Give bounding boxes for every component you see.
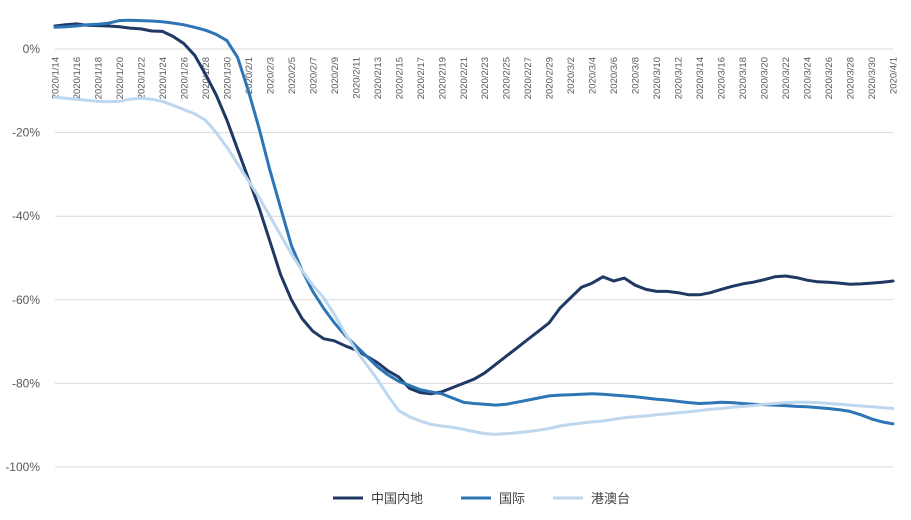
y-axis-ticks: 0% -20% -40% -60% -80% -100% <box>5 42 40 474</box>
y-tick-label: -100% <box>5 460 40 474</box>
x-tick-label: 2020/2/9 <box>330 57 341 94</box>
x-tick-label: 2020/3/12 <box>674 57 685 99</box>
x-tick-label: 2020/1/16 <box>72 57 83 99</box>
x-tick-label: 2020/1/30 <box>222 57 233 99</box>
x-tick-label: 2020/2/21 <box>459 57 470 99</box>
x-tick-label: 2020/1/26 <box>179 57 190 99</box>
y-tick-label: -80% <box>12 376 40 390</box>
x-tick-label: 2020/2/17 <box>416 57 427 99</box>
x-tick-label: 2020/3/20 <box>760 57 771 99</box>
legend: 中国内地 国际 港澳台 <box>333 491 630 507</box>
series-lines <box>53 18 895 436</box>
legend-label: 中国内地 <box>371 491 423 507</box>
x-axis-ticks: 2020/1/14 2020/1/16 2020/1/18 2020/1/20 2020… <box>51 57 900 99</box>
x-tick-label: 2020/1/14 <box>51 57 62 99</box>
x-tick-label: 2020/3/14 <box>695 57 706 99</box>
x-tick-label: 2020/2/25 <box>502 57 513 99</box>
x-tick-label: 2020/1/24 <box>158 57 169 99</box>
x-tick-label: 2020/2/1 <box>244 57 255 94</box>
x-tick-label: 2020/2/23 <box>480 57 491 99</box>
x-tick-label: 2020/3/22 <box>781 57 792 99</box>
legend-label: 国际 <box>499 492 525 507</box>
x-tick-label: 2020/2/29 <box>545 57 556 99</box>
x-tick-label: 2020/3/28 <box>846 57 857 99</box>
y-tick-label: -60% <box>12 293 40 307</box>
x-tick-label: 2020/2/15 <box>394 57 405 99</box>
legend-label: 港澳台 <box>591 491 630 507</box>
x-tick-label: 2020/3/24 <box>803 57 814 99</box>
x-tick-label: 2020/2/3 <box>265 57 276 94</box>
x-tick-label: 2020/3/4 <box>588 57 599 94</box>
x-tick-label: 2020/1/20 <box>115 57 126 99</box>
x-tick-label: 2020/2/5 <box>287 57 298 94</box>
x-tick-label: 2020/2/11 <box>351 57 362 99</box>
y-tick-label: -40% <box>12 209 40 223</box>
x-tick-label: 2020/3/8 <box>631 57 642 94</box>
x-tick-label: 2020/3/30 <box>867 57 878 99</box>
x-tick-label: 2020/3/2 <box>566 57 577 94</box>
x-tick-label: 2020/3/18 <box>738 57 749 99</box>
x-tick-label: 2020/1/22 <box>136 57 147 99</box>
y-tick-label: -20% <box>12 126 40 140</box>
x-tick-label: 2020/4/1 <box>889 57 900 94</box>
x-tick-label: 2020/3/6 <box>609 57 620 94</box>
y-tick-label: 0% <box>23 42 41 56</box>
x-tick-label: 2020/2/19 <box>437 57 448 99</box>
x-tick-label: 2020/3/16 <box>717 57 728 99</box>
x-tick-label: 2020/2/7 <box>308 57 319 94</box>
series-line-3 <box>53 95 895 436</box>
x-tick-label: 2020/3/10 <box>652 57 663 99</box>
series-line-1 <box>53 22 895 396</box>
x-tick-label: 2020/2/27 <box>523 57 534 99</box>
x-tick-label: 2020/2/13 <box>373 57 384 99</box>
gridlines <box>55 48 893 468</box>
x-tick-label: 2020/1/18 <box>93 57 104 99</box>
x-tick-label: 2020/3/26 <box>824 57 835 99</box>
